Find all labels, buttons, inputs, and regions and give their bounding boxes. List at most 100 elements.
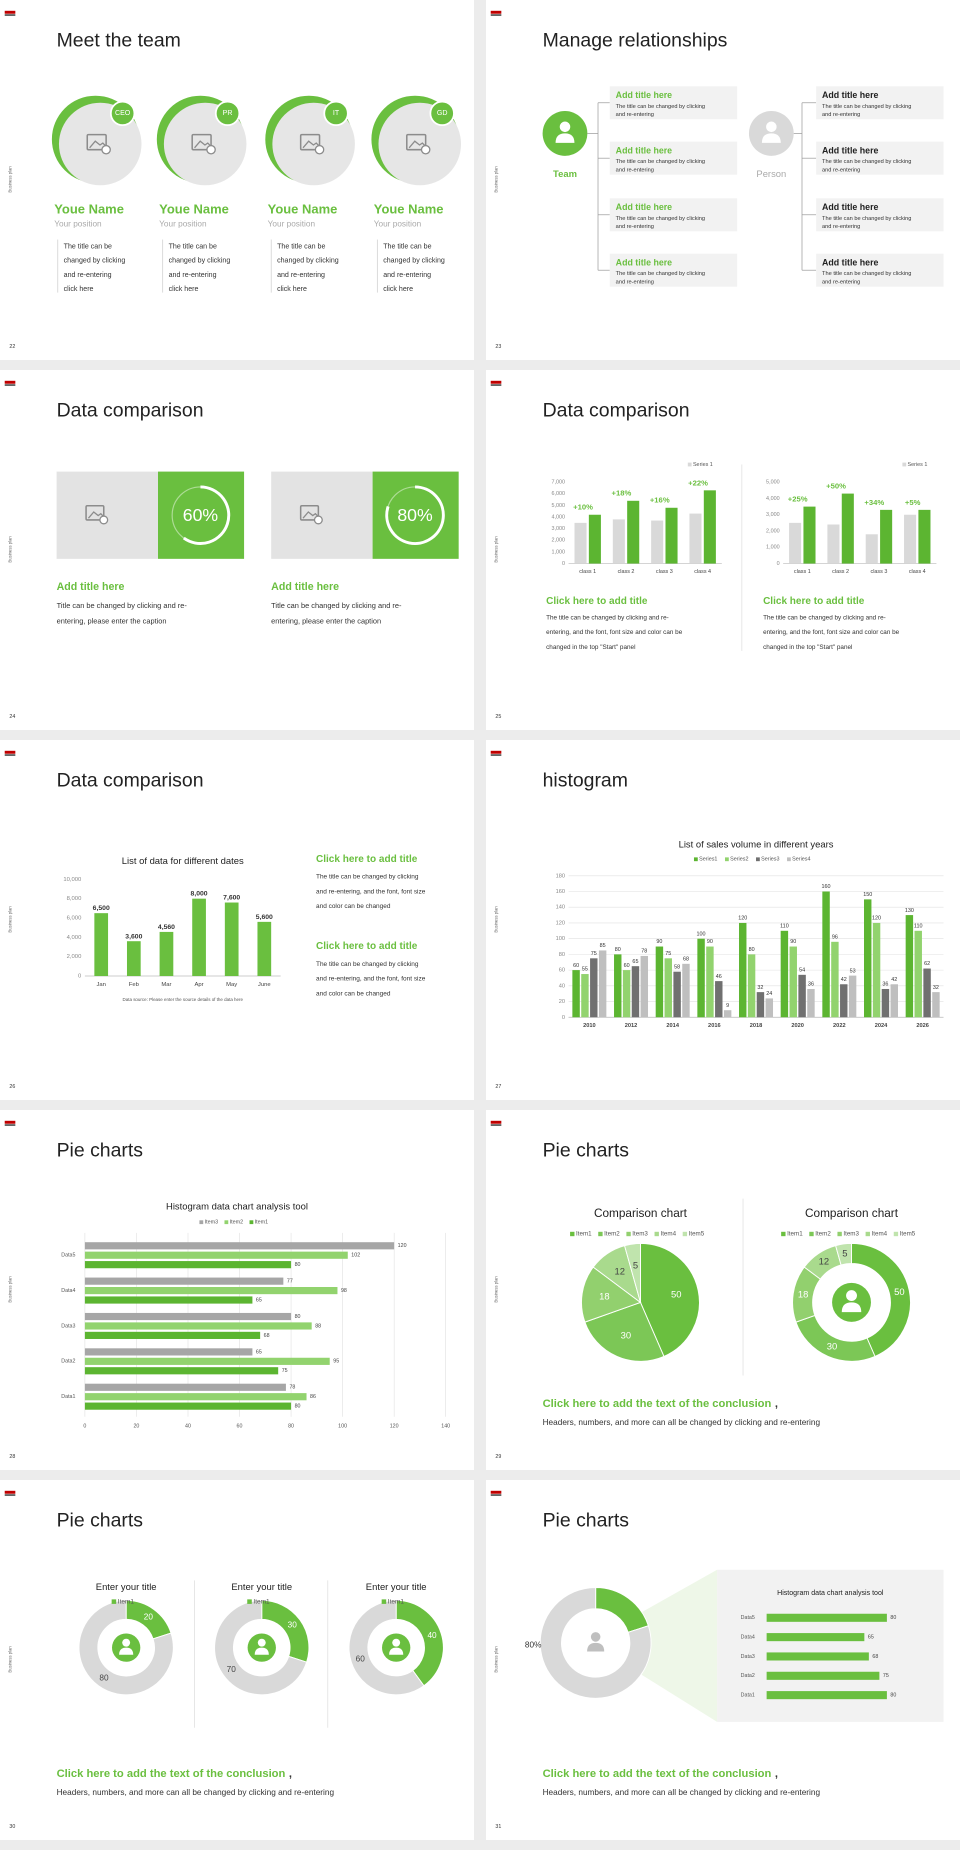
person-icon [122, 1638, 131, 1647]
y-tick-label: 20 [559, 999, 565, 1005]
slide: Business plan 24 Data comparison Add title … [0, 370, 474, 730]
panel-title: Click here to add title [763, 596, 865, 607]
conclusion-title: Click here to add the text of the conclu… [57, 1768, 286, 1780]
x-tick-label: Mar [161, 982, 171, 988]
chart-title: List of data for different dates [122, 855, 244, 866]
member-position: Your position [159, 219, 207, 228]
title-box [816, 141, 944, 175]
logo-mark [4, 14, 16, 16]
y-tick-label: 5,000 [766, 480, 780, 486]
legend-swatch [724, 857, 729, 862]
legend-swatch [693, 857, 698, 862]
person-icon [841, 1302, 862, 1313]
data-label: 3,600 [125, 933, 142, 940]
title-box [816, 86, 944, 120]
slice [795, 1314, 876, 1362]
y-tick-label: 0 [562, 561, 565, 567]
bar [881, 988, 890, 1018]
person-icon [559, 121, 571, 133]
data-label: 4,560 [158, 924, 175, 931]
data-label: 86 [310, 1394, 316, 1400]
bar [723, 1010, 732, 1018]
data-label: 5 [633, 1260, 638, 1271]
box-title: Add title here [616, 202, 672, 212]
logo-mark [4, 380, 16, 384]
bar [84, 1357, 330, 1365]
logo-mark [4, 1124, 16, 1126]
box-text: The title can be changed by clicking [616, 216, 705, 222]
panel-text: entering, please enter the caption [57, 616, 167, 625]
data-label: 24 [766, 991, 772, 997]
bar [822, 891, 830, 1018]
y-tick-label: Data3 [61, 1323, 75, 1329]
page-number: 23 [495, 344, 501, 350]
data-label: 90 [790, 939, 796, 945]
data-label: 80 [99, 1673, 109, 1682]
page-number: 25 [495, 714, 501, 720]
data-label: 96 [832, 935, 838, 941]
data-label: 30 [621, 1329, 631, 1340]
conclusion-title: Click here to add the text of the conclu… [543, 1398, 772, 1410]
center-icon [382, 1633, 411, 1662]
x-tick-label: 100 [338, 1424, 347, 1430]
data-label: 85 [600, 943, 606, 949]
data-label: 98 [341, 1288, 347, 1294]
data-label: 9 [726, 1003, 729, 1009]
side-label: Business plan [494, 906, 499, 933]
y-tick-label: 100 [556, 936, 565, 942]
role-badge [109, 100, 136, 127]
slide: Business plan 22 Meet the team CEO Youe Name… [0, 0, 474, 360]
member-description: changed by clicking [277, 258, 339, 265]
slide-title: Meet the team [57, 30, 181, 52]
y-tick-label: 40 [559, 983, 565, 989]
block-text: and re-entering, and the font, font size [316, 888, 426, 895]
bar [803, 506, 816, 564]
data-label: 120 [872, 916, 881, 922]
legend-label: Item1 [388, 1598, 405, 1605]
logo-mark [490, 1120, 502, 1124]
legend-swatch [865, 1231, 870, 1237]
legend-label: Series 1 [908, 462, 928, 468]
y-tick-label: 120 [556, 920, 565, 926]
legend-swatch [787, 857, 791, 862]
data-label: 5 [842, 1247, 847, 1258]
image-placeholder-icon [314, 144, 325, 155]
bar [84, 1402, 292, 1410]
data-label: 78 [641, 949, 647, 955]
page-number: 30 [9, 1824, 15, 1830]
box-text: and re-entering [822, 279, 860, 285]
x-tick-label: class 4 [909, 569, 926, 575]
image-placeholder-icon [101, 144, 111, 155]
bar [703, 490, 716, 564]
legend-swatch [837, 1231, 842, 1237]
group-icon [748, 111, 794, 156]
bar [84, 1287, 338, 1295]
x-tick-label: 2012 [625, 1023, 638, 1029]
slide-title: Data comparison [543, 400, 690, 422]
data-label: 80 [749, 947, 755, 953]
data-label: 78 [289, 1385, 295, 1391]
y-tick-label: 2,000 [766, 528, 780, 534]
y-tick-label: 2,000 [67, 954, 82, 960]
data-label: 12 [615, 1266, 625, 1277]
legend-label: Item1 [253, 1598, 270, 1605]
legend-swatch [902, 462, 907, 467]
title-box [816, 198, 944, 232]
block-title: Click here to add title [316, 854, 418, 865]
bar [572, 970, 580, 1018]
bar [914, 930, 922, 1018]
data-label: 36 [882, 982, 888, 988]
box-title: Add title here [822, 202, 878, 212]
progress-label: 80% [397, 505, 433, 525]
slice [348, 1599, 425, 1696]
bar [224, 902, 239, 977]
x-tick-label: 2026 [916, 1023, 929, 1029]
legend-label: Item1 [576, 1231, 592, 1238]
group-label: Team [553, 168, 577, 179]
x-tick-label: 2018 [750, 1023, 763, 1029]
title-box [609, 86, 738, 120]
box-text: The title can be changed by clicking [822, 104, 911, 110]
bar [798, 974, 806, 1018]
y-tick-label: 3,000 [551, 526, 565, 532]
legend-label: Item2 [230, 1220, 244, 1226]
